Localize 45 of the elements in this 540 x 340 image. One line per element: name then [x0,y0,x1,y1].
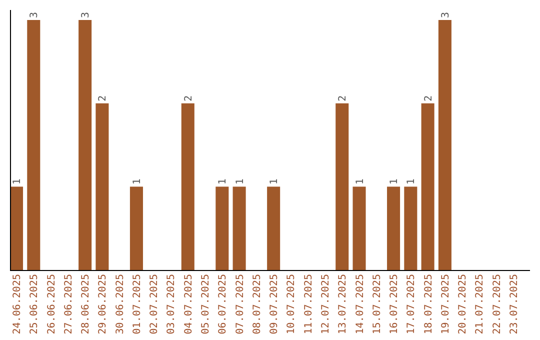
x-tick-label: 22.07.2025 [492,274,503,334]
x-tick-label: 02.07.2025 [149,274,160,334]
x-tick-label: 28.06.2025 [80,274,92,334]
x-tick-label: 23.07.2025 [508,274,520,334]
x-tick-label: 26.06.2025 [46,274,58,334]
data-label: 1 [269,178,280,185]
x-tick-label: 27.06.2025 [63,274,74,334]
x-tick-label: 17.07.2025 [406,274,418,334]
x-tick-label: 24.06.2025 [12,274,24,334]
x-tick-label: 18.07.2025 [423,274,434,334]
data-label: 1 [12,178,24,185]
x-tick-label: 15.07.2025 [372,274,383,334]
x-tick-label: 05.07.2025 [200,274,212,334]
data-label: 2 [183,95,194,102]
data-label: 1 [218,178,229,185]
x-tick-label: 29.06.2025 [98,274,109,334]
x-tick-label: 21.07.2025 [474,274,486,334]
x-tick-label: 06.07.2025 [218,274,229,334]
data-label: 1 [354,178,366,185]
x-tick-label: 09.07.2025 [269,274,280,334]
data-label: 1 [406,178,418,185]
x-tick-label: 08.07.2025 [252,274,263,334]
x-tick-label: 16.07.2025 [389,274,400,334]
x-tick-label: 20.07.2025 [458,274,469,334]
x-tick-label: 04.07.2025 [183,274,194,334]
x-tick-label: 11.07.2025 [303,274,314,334]
x-tick-label: 13.07.2025 [338,274,349,334]
data-label: 2 [423,95,434,102]
data-label: 3 [440,12,452,18]
x-tick-label: 30.06.2025 [114,274,126,334]
x-tick-label: 12.07.2025 [320,274,332,334]
x-tick-label: 01.07.2025 [132,274,143,334]
data-label: 1 [132,178,143,185]
x-tick-label: 03.07.2025 [166,274,178,334]
data-label: 1 [389,178,400,185]
data-label: 2 [98,95,109,102]
x-tick-label: 25.06.2025 [29,274,40,334]
x-tick-label: 07.07.2025 [234,274,246,334]
x-tick-label: 19.07.2025 [440,274,452,334]
x-tick-label: 14.07.2025 [354,274,366,334]
data-label: 1 [234,178,246,185]
data-label: 3 [29,12,40,18]
data-label: 3 [80,12,92,18]
data-label: 2 [338,95,349,102]
x-tick-label: 10.07.2025 [286,274,298,334]
